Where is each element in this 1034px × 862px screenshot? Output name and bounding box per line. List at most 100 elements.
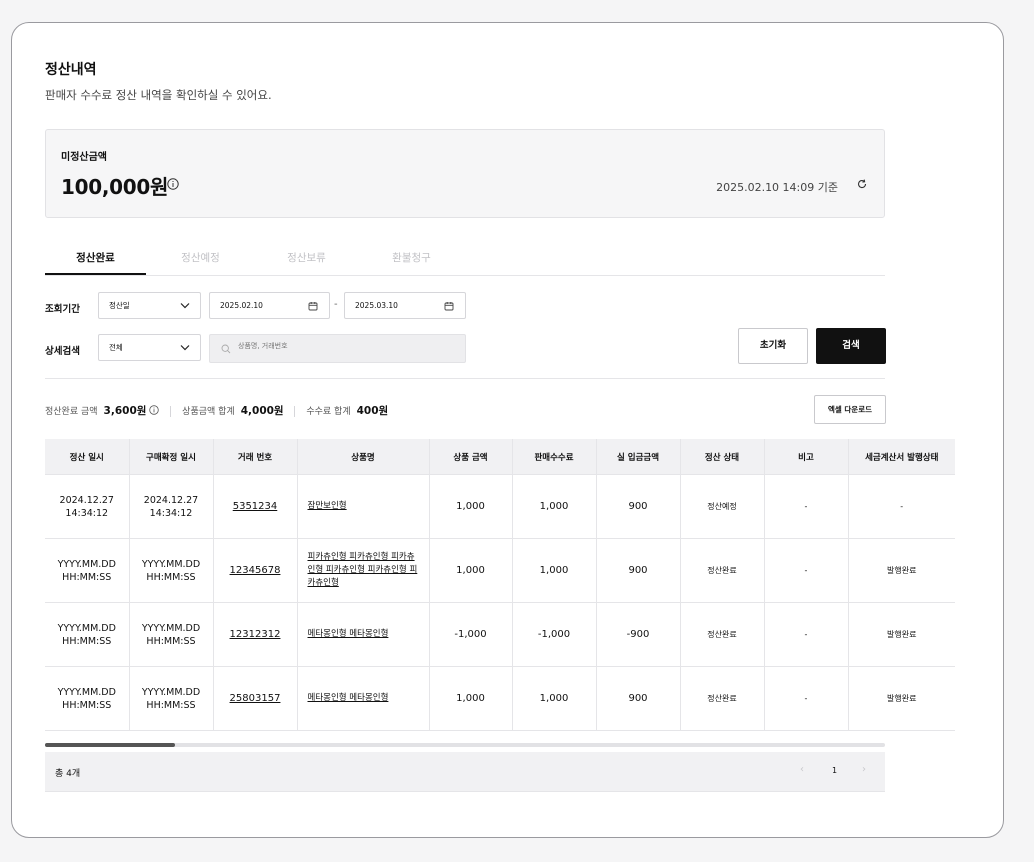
note-cell: - xyxy=(763,538,849,603)
product-name-link[interactable]: 잠만보인형 xyxy=(296,474,430,539)
status-cell: 정산완료 xyxy=(679,538,765,603)
settle-date: YYYY.MM.DD xyxy=(57,622,116,634)
total-count: 총 4개 xyxy=(55,769,81,779)
deposit-cell: 900 xyxy=(595,538,681,603)
end-date-field[interactable]: 2025.03.10 xyxy=(344,292,466,319)
settle-time: HH:MM:SS xyxy=(62,635,112,647)
confirm-date: YYYY.MM.DD xyxy=(141,558,201,570)
search-box xyxy=(209,334,466,363)
table-row: YYYY.MM.DD HH:MM:SS YYYY.MM.DD HH:MM:SS 12… xyxy=(45,538,955,603)
unsettled-amount-panel: 미정산금액 100,000원 2025.02.10 14:09 기준 xyxy=(45,129,885,218)
unsettled-label: 미정산금액 xyxy=(61,152,107,163)
calendar-icon xyxy=(308,302,318,311)
settle-datetime-cell: 2024.12.27 14:34:12 xyxy=(45,474,130,539)
basis-timestamp: 2025.02.10 14:09 기준 xyxy=(716,181,838,194)
calendar-icon xyxy=(444,302,454,311)
start-date-value: 2025.02.10 xyxy=(220,301,263,310)
table-row: YYYY.MM.DD HH:MM:SS YYYY.MM.DD HH:MM:SS 25… xyxy=(45,666,955,731)
product-name-link[interactable]: 메타몽인형 메타몽인형 xyxy=(296,602,430,667)
column-header: 정산 일시 xyxy=(45,439,130,475)
chevron-down-icon xyxy=(180,303,190,309)
column-header: 세금계산서 발행상태 xyxy=(847,439,955,475)
product-total-label: 상품금액 합계 xyxy=(182,407,235,417)
transaction-number-link[interactable]: 25803157 xyxy=(212,666,298,731)
excel-download-button[interactable]: 엑셀 다운로드 xyxy=(814,395,886,424)
product-name-link[interactable]: 메타몽인형 메타몽인형 xyxy=(296,666,430,731)
settle-time: HH:MM:SS xyxy=(62,699,112,711)
prev-page-button[interactable]: ‹ xyxy=(800,764,804,775)
refresh-icon[interactable] xyxy=(856,178,868,190)
tax-invoice-cell: 발행완료 xyxy=(847,538,955,603)
tab-on-hold[interactable]: 정산보류 xyxy=(287,252,326,264)
fee-cell: 1,000 xyxy=(511,666,597,731)
page-title: 정산내역 xyxy=(45,62,97,78)
detail-type-select[interactable]: 전체 xyxy=(98,334,201,361)
note-cell: - xyxy=(763,666,849,731)
settle-time: HH:MM:SS xyxy=(62,571,112,583)
confirm-date: YYYY.MM.DD xyxy=(141,686,201,698)
confirm-date: 2024.12.27 xyxy=(143,494,199,506)
column-header: 거래 번호 xyxy=(212,439,298,475)
detail-search-label: 상세검색 xyxy=(45,346,80,357)
start-date-field[interactable]: 2025.02.10 xyxy=(209,292,330,319)
settle-date: YYYY.MM.DD xyxy=(57,558,116,570)
product-total-value: 4,000원 xyxy=(240,405,284,417)
summary-divider xyxy=(170,406,172,417)
info-icon[interactable] xyxy=(167,178,179,190)
next-page-button[interactable]: › xyxy=(862,764,866,775)
transaction-number-link[interactable]: 12312312 xyxy=(212,602,298,667)
horizontal-scrollbar[interactable] xyxy=(45,743,885,747)
price-cell: 1,000 xyxy=(428,474,513,539)
note-cell: - xyxy=(763,602,849,667)
page-subtitle: 판매자 수수료 정산 내역을 확인하실 수 있어요. xyxy=(45,88,272,102)
price-cell: 1,000 xyxy=(428,538,513,603)
chevron-down-icon xyxy=(180,345,190,351)
settled-amount-value: 3,600원 xyxy=(103,405,147,417)
status-cell: 정산예정 xyxy=(679,474,765,539)
product-name-link[interactable]: 피카츄인형 피카츄인형 피카츄인형 피카츄인형 피카츄인형 피카츄인형 xyxy=(296,538,430,603)
tax-invoice-cell: 발행완료 xyxy=(847,666,955,731)
settlement-card: 정산내역 판매자 수수료 정산 내역을 확인하실 수 있어요. 미정산금액 10… xyxy=(11,22,1004,838)
fee-cell: -1,000 xyxy=(511,602,597,667)
confirm-time: HH:MM:SS xyxy=(146,635,196,647)
table-footer: 총 4개 ‹ 1 › xyxy=(45,752,885,792)
info-icon[interactable] xyxy=(149,405,160,415)
tax-invoice-cell: - xyxy=(847,474,955,539)
search-button[interactable]: 검색 xyxy=(816,328,886,364)
page-number[interactable]: 1 xyxy=(832,766,838,775)
end-date-value: 2025.03.10 xyxy=(355,301,398,310)
confirm-time: HH:MM:SS xyxy=(146,571,196,583)
settle-time: 14:34:12 xyxy=(65,507,109,519)
scrollbar-thumb[interactable] xyxy=(45,743,175,747)
confirm-time: HH:MM:SS xyxy=(146,699,196,711)
tab-settled[interactable]: 정산완료 xyxy=(45,249,146,275)
tab-refund-claim[interactable]: 환불청구 xyxy=(392,252,431,264)
period-type-value: 정산일 xyxy=(109,301,130,310)
deposit-cell: -900 xyxy=(595,602,681,667)
settle-datetime-cell: YYYY.MM.DD HH:MM:SS xyxy=(45,538,130,603)
period-type-select[interactable]: 정산일 xyxy=(98,292,201,319)
status-cell: 정산완료 xyxy=(679,602,765,667)
summary-divider xyxy=(294,406,296,417)
unsettled-amount: 100,000원 xyxy=(61,175,169,199)
column-header: 구매확정 일시 xyxy=(128,439,214,475)
reset-button[interactable]: 초기화 xyxy=(738,328,808,364)
tab-scheduled[interactable]: 정산예정 xyxy=(181,252,220,264)
confirm-time: 14:34:12 xyxy=(149,507,193,519)
search-input[interactable] xyxy=(236,341,440,351)
settle-datetime-cell: YYYY.MM.DD HH:MM:SS xyxy=(45,602,130,667)
tax-invoice-cell: 발행완료 xyxy=(847,602,955,667)
date-separator: - xyxy=(334,299,338,310)
confirm-datetime-cell: YYYY.MM.DD HH:MM:SS xyxy=(128,666,214,731)
divider xyxy=(45,378,885,379)
settlement-table: 정산 일시 구매확정 일시 거래 번호 상품명 상품 금액 판매수수료 실 입금… xyxy=(45,439,955,731)
transaction-number-link[interactable]: 5351234 xyxy=(212,474,298,539)
column-header: 비고 xyxy=(763,439,849,475)
transaction-number-link[interactable]: 12345678 xyxy=(212,538,298,603)
fee-total-label: 수수료 합계 xyxy=(306,407,351,417)
column-header: 상품 금액 xyxy=(428,439,513,475)
column-header: 판매수수료 xyxy=(511,439,597,475)
fee-cell: 1,000 xyxy=(511,474,597,539)
fee-total-value: 400원 xyxy=(356,405,389,417)
confirm-datetime-cell: YYYY.MM.DD HH:MM:SS xyxy=(128,602,214,667)
